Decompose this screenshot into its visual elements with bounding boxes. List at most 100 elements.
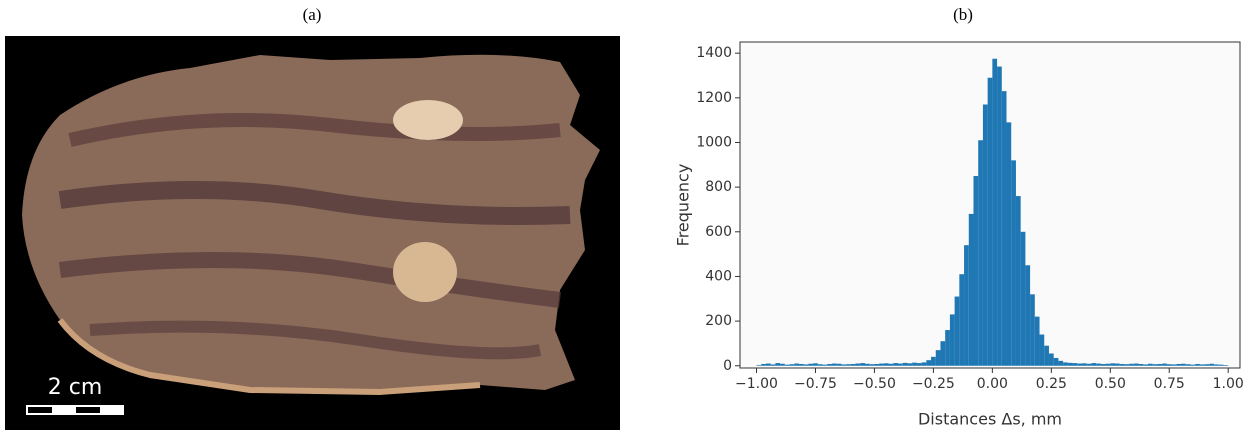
bar — [1016, 196, 1021, 366]
bar — [1058, 361, 1063, 366]
bar — [1190, 365, 1195, 366]
bar — [1077, 364, 1082, 366]
bar — [1176, 364, 1181, 366]
y-tick-label: 800 — [705, 179, 732, 195]
bar — [1082, 363, 1087, 365]
bar — [1101, 364, 1106, 366]
y-tick-label: 400 — [705, 268, 732, 284]
bar — [1157, 364, 1162, 366]
bar — [1044, 346, 1049, 366]
bar — [988, 78, 993, 366]
x-tick-label: −0.25 — [912, 376, 955, 392]
bar — [794, 364, 799, 366]
bar — [1115, 364, 1120, 366]
bar — [757, 365, 762, 366]
bar — [799, 364, 804, 366]
x-tick-label: 1.00 — [1213, 376, 1244, 392]
bar — [813, 363, 818, 365]
bar — [1195, 364, 1200, 366]
bar — [950, 314, 955, 365]
bar — [1106, 364, 1111, 366]
panel-label: (b) — [953, 5, 973, 24]
y-tick-label: 1000 — [696, 134, 732, 150]
x-axis-label: Distances Δs, mm — [918, 410, 1062, 429]
bar — [1167, 364, 1172, 366]
bar — [1143, 364, 1148, 365]
bar — [1139, 364, 1144, 366]
bar — [978, 140, 983, 366]
bar — [766, 364, 771, 366]
bar — [823, 365, 828, 366]
y-axis-label: Frequency — [674, 164, 693, 247]
y-tick-label: 1200 — [696, 90, 732, 106]
photo: 2 cm — [5, 36, 620, 430]
bar — [841, 364, 846, 365]
bar — [874, 364, 879, 366]
bar — [775, 363, 780, 366]
bar — [1223, 365, 1228, 366]
bar — [931, 357, 936, 366]
bar — [1124, 364, 1129, 366]
bar — [1205, 364, 1210, 366]
y-tick-label: 200 — [705, 313, 732, 329]
bar — [1134, 364, 1139, 366]
bar — [1214, 364, 1219, 365]
bar — [1110, 363, 1115, 365]
bar — [1087, 364, 1092, 366]
x-tick-label: 0.75 — [1154, 376, 1185, 392]
bar — [832, 364, 837, 366]
bar — [818, 364, 823, 366]
bar — [1091, 363, 1096, 366]
bar — [1148, 364, 1153, 366]
bar — [1002, 91, 1007, 366]
bar — [959, 274, 964, 366]
bar — [945, 330, 950, 366]
bar — [860, 363, 865, 366]
bar — [1068, 363, 1073, 366]
bar — [903, 363, 908, 366]
bar — [771, 364, 776, 365]
bar — [955, 297, 960, 366]
bar — [893, 363, 898, 366]
bar — [973, 176, 978, 366]
bar — [997, 67, 1002, 366]
scale-label: 2 cm — [48, 375, 103, 400]
bar — [884, 363, 889, 365]
figure: (a) (b) 2 cm 0 200 400 600 800 1000 1200 1400 −1… — [0, 0, 1258, 434]
y-tick-label: 1400 — [696, 45, 732, 61]
bar — [1007, 122, 1012, 365]
x-tick-label: −1.00 — [735, 376, 778, 392]
bar — [936, 350, 941, 366]
bar — [1021, 232, 1026, 366]
bar — [827, 364, 832, 366]
bar — [870, 364, 875, 366]
bar — [1153, 364, 1158, 366]
bar — [889, 364, 894, 366]
bar — [926, 360, 931, 366]
bar — [780, 364, 785, 366]
bar — [1073, 363, 1078, 366]
bar — [1054, 358, 1059, 366]
bar — [1209, 364, 1214, 366]
bar — [1186, 364, 1191, 366]
bar — [1162, 364, 1167, 366]
bar — [969, 214, 974, 366]
x-tick-label: 0.00 — [977, 376, 1008, 392]
bar — [912, 363, 917, 366]
x-tick-label: 0.25 — [1036, 376, 1067, 392]
bar — [856, 364, 861, 366]
bar — [1200, 364, 1205, 365]
y-tick-label: 600 — [705, 224, 732, 240]
x-tick-label: 0.50 — [1095, 376, 1126, 392]
bar — [983, 105, 988, 366]
bar — [808, 364, 813, 366]
bar — [851, 364, 856, 366]
bar — [1129, 364, 1134, 366]
y-tick-label: 0 — [723, 358, 732, 374]
bar — [865, 364, 870, 366]
panel-label: (a) — [303, 5, 322, 24]
bar — [879, 364, 884, 366]
bar — [790, 364, 795, 366]
bar — [964, 245, 969, 366]
bar — [846, 364, 851, 366]
